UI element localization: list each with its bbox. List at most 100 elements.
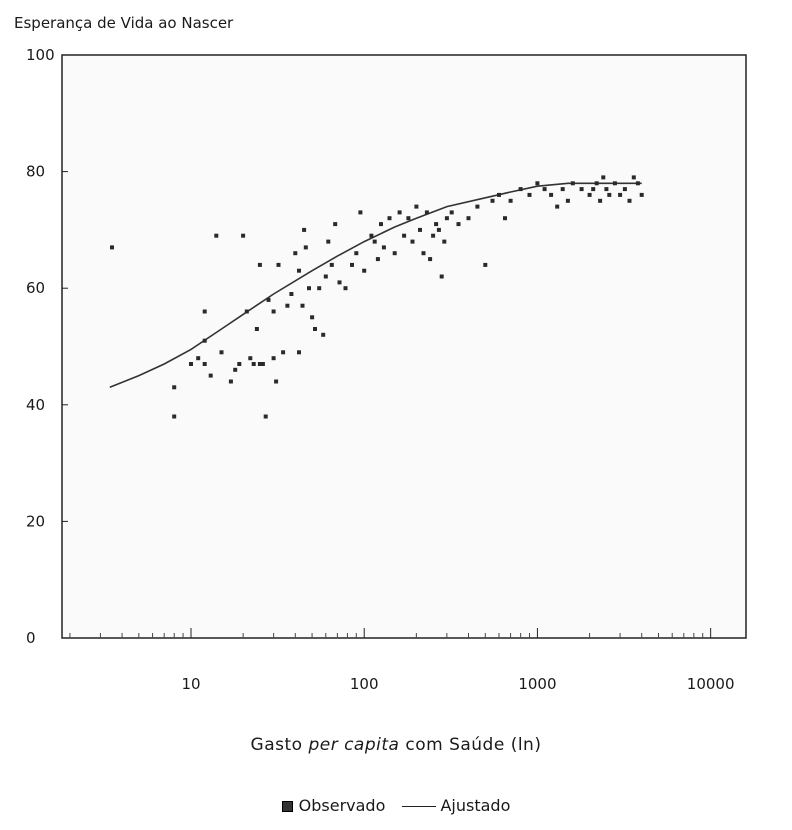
observed-point xyxy=(508,198,513,203)
observed-point xyxy=(196,356,201,361)
observed-point xyxy=(555,204,560,209)
observed-point xyxy=(418,227,422,232)
x-axis-label-post: com Saúde (ln) xyxy=(399,735,542,755)
observed-point xyxy=(248,356,253,361)
observed-point xyxy=(233,367,238,372)
observed-point xyxy=(604,187,609,192)
y-tick-label: 60 xyxy=(26,279,45,297)
x-axis-label-pre: Gasto xyxy=(250,735,309,755)
observed-point xyxy=(263,414,268,419)
observed-point xyxy=(381,245,386,250)
observed-point xyxy=(542,187,547,192)
observed-point xyxy=(326,239,331,244)
observed-point xyxy=(535,181,540,186)
observed-point xyxy=(565,198,570,203)
y-tick-label: 40 xyxy=(26,396,45,414)
observed-point xyxy=(444,216,449,221)
observed-point xyxy=(424,210,429,215)
observed-point xyxy=(237,362,242,366)
observed-point xyxy=(375,257,380,262)
legend-observed-label: Observado xyxy=(298,796,386,815)
observed-point xyxy=(271,356,276,361)
observed-point xyxy=(594,181,599,186)
observed-point xyxy=(570,181,575,186)
observed-point xyxy=(302,227,307,232)
x-axis-label: Gasto per capita com Saúde (ln) xyxy=(0,735,792,755)
observed-point xyxy=(612,181,617,186)
x-tick-label: 10 xyxy=(181,675,200,693)
observed-point xyxy=(228,379,233,384)
observed-point xyxy=(285,303,290,308)
observed-point xyxy=(591,187,596,192)
x-tick-label: 10000 xyxy=(687,675,735,693)
observed-point xyxy=(289,292,294,296)
observed-point xyxy=(321,332,326,337)
observed-point xyxy=(436,227,441,232)
observed-point xyxy=(639,192,644,197)
observed-point xyxy=(244,309,249,314)
observed-point xyxy=(635,181,640,186)
observed-point xyxy=(354,251,359,256)
legend-item-fitted: Ajustado xyxy=(402,796,510,815)
observed-point xyxy=(439,274,444,279)
observed-point xyxy=(362,268,367,273)
observed-point xyxy=(392,251,397,256)
legend-observed-marker-icon xyxy=(281,801,293,812)
observed-point xyxy=(598,198,603,203)
observed-point xyxy=(350,262,354,267)
observed-point xyxy=(518,187,523,192)
x-tick-label: 1000 xyxy=(518,675,556,693)
observed-point xyxy=(219,350,224,355)
observed-point xyxy=(434,222,439,227)
observed-point xyxy=(497,192,501,197)
observed-point xyxy=(475,204,480,209)
observed-point xyxy=(208,373,213,378)
observed-point xyxy=(172,385,177,390)
observed-point xyxy=(431,233,436,238)
observed-point xyxy=(410,239,415,244)
observed-point xyxy=(397,210,402,215)
observed-point xyxy=(631,175,636,180)
observed-point xyxy=(618,192,623,197)
observed-point xyxy=(300,303,305,308)
observed-point xyxy=(329,262,334,267)
observed-point xyxy=(293,251,298,256)
observed-point xyxy=(260,362,265,366)
x-axis-label-em: per capita xyxy=(308,735,400,755)
observed-point xyxy=(202,338,207,343)
observed-point xyxy=(406,216,411,221)
observed-point xyxy=(428,257,433,262)
observed-point xyxy=(587,192,592,197)
observed-point xyxy=(442,239,447,244)
observed-point xyxy=(271,309,276,314)
observed-point xyxy=(579,187,584,192)
observed-point xyxy=(297,350,301,355)
observed-point xyxy=(202,362,207,366)
observed-point xyxy=(274,379,279,384)
observed-point xyxy=(266,297,271,302)
observed-point xyxy=(307,286,311,291)
observed-point xyxy=(317,286,322,291)
observed-point xyxy=(369,233,374,238)
observed-point xyxy=(310,315,315,320)
observed-point xyxy=(297,268,301,273)
observed-point xyxy=(627,198,632,203)
observed-point xyxy=(313,327,317,331)
observed-point xyxy=(449,210,454,215)
observed-point xyxy=(202,309,207,314)
observed-point xyxy=(358,210,363,215)
observed-point xyxy=(414,204,419,209)
observed-point xyxy=(372,239,377,244)
observed-point xyxy=(607,192,612,197)
observed-point xyxy=(303,245,308,250)
y-tick-label: 20 xyxy=(26,512,45,530)
observed-point xyxy=(254,327,259,331)
observed-point xyxy=(421,251,426,256)
observed-point xyxy=(333,222,338,227)
observed-point xyxy=(466,216,471,221)
fitted-curve xyxy=(109,182,642,389)
observed-point xyxy=(483,262,488,267)
y-tick-label: 80 xyxy=(26,163,45,181)
observed-point xyxy=(456,222,461,227)
